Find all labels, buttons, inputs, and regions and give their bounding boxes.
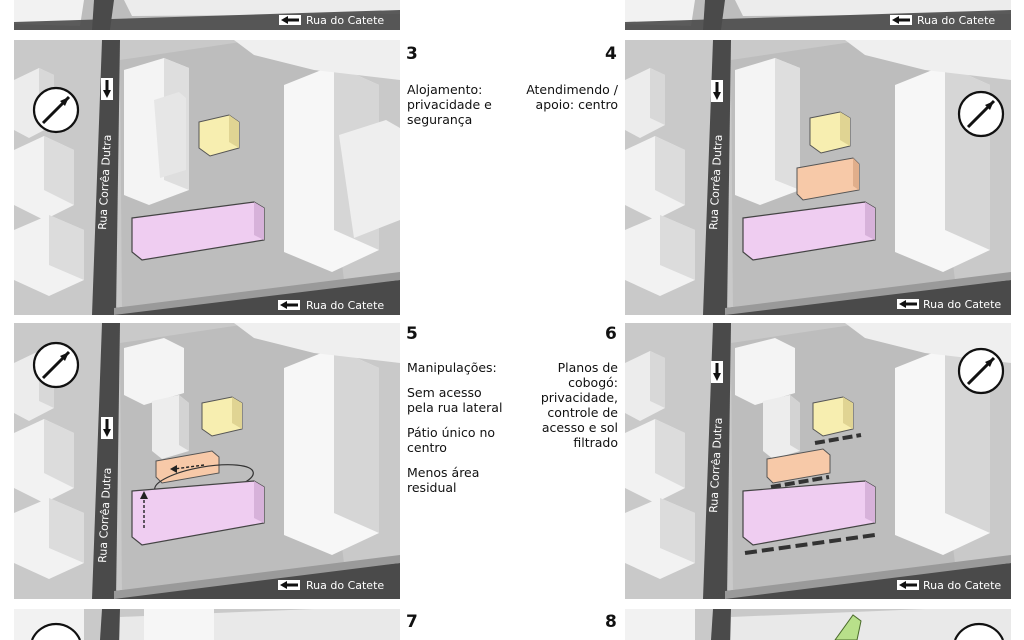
street-label-catete: Rua do Catete [306, 14, 384, 27]
panel-5-paragraph: Pátio único no centro [407, 425, 496, 455]
panel-top-left: Rua do Catete [14, 0, 400, 30]
street-label-correa-dutra: Rua Corrêa Dutra [707, 134, 725, 230]
site-map-4: Rua Corrêa Dutra Rua do Catete [625, 40, 1011, 315]
panel-3-caption: Alojamento: privacidade e segurança [407, 82, 502, 137]
arrow-left-icon [897, 299, 919, 309]
arrow-left-icon [278, 300, 300, 310]
street-label-catete: Rua do Catete [917, 14, 995, 27]
panel-4-paragraph: Atendimendo / apoio: centro [526, 82, 618, 112]
arrow-left-icon [890, 15, 912, 25]
panel-5-paragraph: Sem acesso pela rua lateral [407, 385, 503, 415]
panel-3-map: Rua Corrêa Dutra Rua do Catete [14, 40, 400, 315]
street-label-correa-dutra: Rua Corrêa Dutra [707, 417, 725, 513]
site-map-top-right: Rua do Catete [625, 0, 1011, 30]
north-compass-icon [957, 347, 1005, 395]
panel-6-caption: Planos de cobogó: privacidade, controle … [530, 360, 618, 460]
arrow-down-icon [711, 361, 723, 383]
arrow-down-icon [101, 78, 113, 100]
panel-5-number: 5 [406, 324, 418, 344]
arrow-down-icon [101, 417, 113, 439]
north-compass-icon [32, 86, 80, 134]
street-label-correa-dutra: Rua Corrêa Dutra [96, 134, 114, 230]
site-map-8 [625, 609, 1011, 640]
arrow-left-icon [279, 15, 301, 25]
panel-4-map: Rua Corrêa Dutra Rua do Catete [625, 40, 1011, 315]
panel-7-number: 7 [406, 612, 418, 632]
site-map-top-left: Rua do Catete [14, 0, 400, 30]
arrow-left-icon [897, 580, 919, 590]
panel-3-number: 3 [406, 44, 418, 64]
arrow-left-icon [278, 580, 300, 590]
panel-5-map: Rua Corrêa Dutra Rua do Catete [14, 323, 400, 599]
street-label-correa-dutra: Rua Corrêa Dutra [96, 467, 114, 563]
panel-7-map [14, 609, 400, 640]
panel-3-paragraph: Alojamento: privacidade e segurança [407, 82, 492, 127]
panel-top-right: Rua do Catete [625, 0, 1011, 30]
panel-6-paragraph: Planos de cobogó: privacidade, controle … [540, 360, 618, 450]
street-label-catete: Rua do Catete [306, 299, 384, 312]
panel-8-map [625, 609, 1011, 640]
panel-8-number: 8 [605, 612, 617, 632]
panel-5-paragraph: Menos área residual [407, 465, 480, 495]
street-label-catete: Rua do Catete [306, 579, 384, 592]
north-compass-icon [957, 90, 1005, 138]
north-compass-icon [32, 341, 80, 389]
panel-5-paragraph: Manipulações: [407, 360, 497, 375]
site-map-3: Rua Corrêa Dutra Rua do Catete [14, 40, 400, 315]
panel-6-number: 6 [605, 324, 617, 344]
panel-4-caption: Atendimendo / apoio: centro [512, 82, 618, 122]
panel-5-caption: Manipulações: Sem acesso pela rua latera… [407, 360, 507, 505]
site-map-5: Rua Corrêa Dutra Rua do Catete [14, 323, 400, 599]
street-label-catete: Rua do Catete [923, 298, 1001, 311]
street-label-catete: Rua do Catete [923, 579, 1001, 592]
site-map-6: Rua Corrêa Dutra Rua do Catete [625, 323, 1011, 599]
panel-4-number: 4 [605, 44, 617, 64]
site-map-7 [14, 609, 400, 640]
arrow-down-icon [711, 80, 723, 102]
panel-6-map: Rua Corrêa Dutra Rua do Catete [625, 323, 1011, 599]
